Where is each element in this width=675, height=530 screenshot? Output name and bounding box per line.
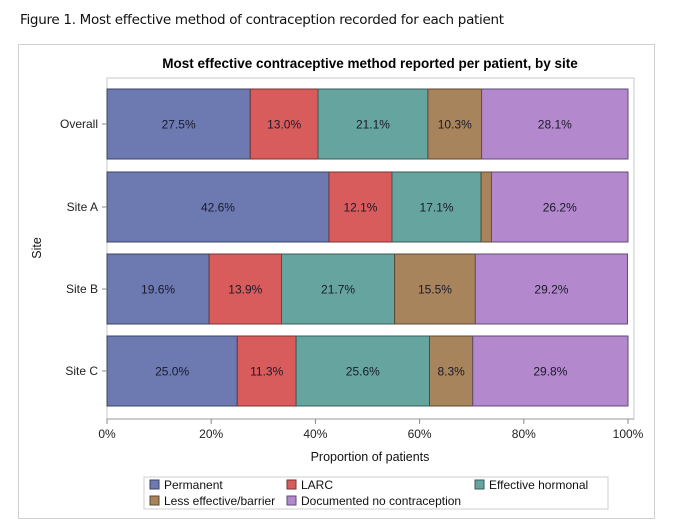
x-tick-label: 20%: [199, 427, 223, 441]
data-label: 8.3%: [437, 365, 465, 379]
bar-segment-overall-permanent: [106, 88, 251, 160]
legend-swatch: [474, 479, 485, 490]
data-label: 11.3%: [250, 365, 283, 379]
bar-segment-site-a-larc: [328, 171, 393, 243]
bars-group: 27.5% 13.0% 21.1% 10.3% 28.1% 42.6% 12.1% 17.1%…: [106, 88, 629, 407]
bar-segment-site-b-documented-no-contraception: [474, 253, 628, 325]
y-tick-label: Site B: [66, 282, 98, 296]
data-label: 28.1%: [538, 118, 572, 132]
y-axis: Overall Site A Site B Site C: [60, 117, 107, 378]
x-tick-label: 80%: [512, 427, 536, 441]
bar-segment-site-a-permanent: [106, 171, 330, 243]
bar-segment-overall-documented-no-contraception: [481, 88, 629, 160]
bar-segment-site-a-effective-hormonal: [391, 171, 482, 243]
data-label: 25.6%: [346, 365, 380, 379]
data-label: 12.1%: [343, 201, 377, 215]
legend: Permanent LARC Effective hormonal Less effe…: [149, 478, 588, 508]
bar-segment-site-a-documented-no-contraception: [490, 171, 629, 243]
data-label: 42.6%: [201, 201, 235, 215]
bar-segment-site-c-less-effective-barrier: [428, 335, 474, 407]
bar-segment-site-a-less-effective-barrier: [480, 171, 492, 243]
legend-label: LARC: [301, 478, 333, 492]
data-label: 13.0%: [267, 118, 301, 132]
bar-segment-site-c-documented-no-contraception: [472, 335, 629, 407]
legend-swatch: [149, 495, 160, 506]
bar-segment-overall-effective-hormonal: [317, 88, 429, 160]
data-label: 21.1%: [356, 118, 390, 132]
x-axis-title: Proportion of patients: [311, 450, 430, 464]
bar-segment-site-c-effective-hormonal: [295, 335, 430, 407]
x-tick-label: 100%: [613, 427, 644, 441]
legend-swatch: [286, 495, 297, 506]
data-label: 15.5%: [418, 283, 452, 297]
bar-segment-site-b-effective-hormonal: [281, 253, 396, 325]
bar-segment-overall-larc: [249, 88, 319, 160]
bar-segment-site-c-larc: [236, 335, 297, 407]
data-label: 29.2%: [534, 283, 568, 297]
legend-swatch: [149, 479, 160, 490]
chart-title: Most effective contraceptive method repo…: [162, 56, 578, 71]
legend-label: Less effective/barrier: [164, 494, 275, 508]
legend-box: [143, 476, 609, 510]
data-label: 10.3%: [438, 118, 472, 132]
x-axis: 0% 20% 40% 60% 80% 100%: [98, 418, 644, 441]
bar-segment-site-b-larc: [208, 253, 283, 325]
data-label: 19.6%: [141, 283, 175, 297]
x-tick-label: 40%: [303, 427, 327, 441]
legend-label: Permanent: [164, 478, 223, 492]
data-label: 25.0%: [155, 365, 189, 379]
x-tick-label: 60%: [408, 427, 432, 441]
data-label: 21.7%: [321, 283, 355, 297]
y-axis-title: Site: [30, 237, 44, 259]
data-label: 26.2%: [543, 201, 577, 215]
data-label: 13.9%: [228, 283, 262, 297]
y-tick-label: Site C: [65, 364, 98, 378]
data-label: 29.8%: [533, 365, 567, 379]
legend-label: Documented no contraception: [301, 494, 461, 508]
legend-label: Effective hormonal: [489, 478, 588, 492]
data-label: 27.5%: [162, 118, 196, 132]
x-tick-label: 0%: [98, 427, 116, 441]
chart-frame: [18, 44, 655, 519]
bar-segment-overall-less-effective-barrier: [427, 88, 483, 160]
bar-segment-site-b-less-effective-barrier: [394, 253, 476, 325]
legend-swatch: [286, 479, 297, 490]
data-label: 17.1%: [420, 201, 454, 215]
y-tick-label: Site A: [67, 200, 98, 214]
y-tick-label: Overall: [60, 117, 98, 131]
figure-caption: Figure 1. Most effective method of contr…: [20, 12, 504, 28]
